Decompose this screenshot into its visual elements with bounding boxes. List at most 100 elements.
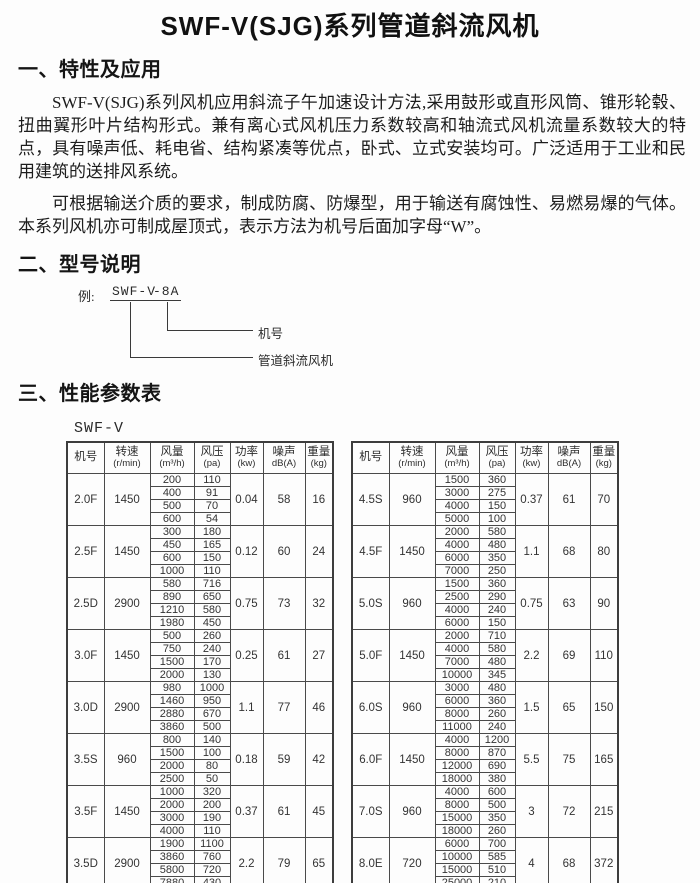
flow-cell: 15000 (434, 863, 480, 877)
table-row: 5.0S 960 1500 360 0.75 63 90 (351, 577, 619, 630)
model-example-label: 例: (78, 289, 95, 304)
table-row: 2.5F 1450 300 180 0.12 60 24 (66, 525, 334, 578)
features-paragraph-1: SWF-V(SJG)系列风机应用斜流子午加速设计方法,采用鼓形或直形风筒、锥形轮… (18, 93, 686, 181)
weight-cell: 372 (589, 837, 619, 883)
model-cell: 4.5S (351, 473, 390, 526)
weight-cell: 150 (589, 681, 619, 734)
table-row: 4000 150 (352, 499, 618, 513)
model-cell: 2.5F (66, 525, 105, 578)
pressure-cell: 100 (478, 512, 516, 526)
flow-cell: 5000 (434, 512, 480, 526)
speed-cell: 960 (388, 577, 436, 630)
header-speed: 转速 (r/min) (103, 441, 151, 474)
model-cell: 6.0S (351, 681, 390, 734)
table-row: 6.0F 1450 4000 1200 5.5 75 165 (351, 733, 619, 786)
flow-cell: 8000 (434, 798, 480, 812)
flow-cell: 4000 (434, 538, 480, 552)
weight-cell: 46 (304, 681, 334, 734)
flow-cell: 6000 (434, 694, 480, 708)
pressure-cell: 130 (193, 668, 231, 682)
speed-cell: 1450 (103, 525, 151, 578)
flow-cell: 4000 (434, 603, 480, 617)
model-cell: 3.0D (66, 681, 105, 734)
flow-cell: 2500 (149, 772, 195, 786)
flow-cell: 2000 (434, 629, 480, 643)
table-row: 3.5F 1450 1000 320 0.37 61 45 (66, 785, 334, 838)
table-row: 890 650 (67, 590, 333, 604)
table-row: 2.5D 2900 580 716 0.75 73 32 (66, 577, 334, 630)
flow-cell: 1500 (149, 655, 195, 669)
flow-cell: 3000 (149, 811, 195, 825)
pressure-cell: 360 (478, 694, 516, 708)
table-row: 3.0D 2900 980 1000 1.1 77 46 (66, 681, 334, 734)
pressure-cell: 760 (193, 850, 231, 864)
table-row: 4000 480 (352, 538, 618, 552)
pressure-cell: 100 (193, 746, 231, 760)
header-power: 功率 (kw) (229, 441, 264, 474)
table-row: 6000 360 (352, 694, 618, 708)
flow-cell: 3000 (434, 681, 480, 695)
table-row: 3.0F 1450 500 260 0.25 61 27 (66, 629, 334, 682)
flow-cell: 25000 (434, 876, 480, 883)
flow-cell: 580 (149, 577, 195, 591)
header-model: 机号 (66, 441, 105, 474)
pressure-cell: 91 (193, 486, 231, 500)
weight-cell: 42 (304, 733, 334, 786)
weight-cell: 215 (589, 785, 619, 838)
flow-cell: 8000 (434, 707, 480, 721)
weight-cell: 27 (304, 629, 334, 682)
noise-cell: 65 (547, 681, 591, 734)
speed-cell: 1450 (103, 629, 151, 682)
pressure-cell: 250 (478, 564, 516, 578)
pressure-cell: 240 (478, 720, 516, 734)
header-flow: 风量 (m³/h) (149, 441, 195, 474)
power-cell: 4 (514, 837, 549, 883)
flow-cell: 2880 (149, 707, 195, 721)
flow-cell: 3000 (434, 486, 480, 500)
power-cell: 1.5 (514, 681, 549, 734)
flow-cell: 4000 (149, 824, 195, 838)
table-row: 8.0E 720 6000 700 4 68 372 (351, 837, 619, 883)
noise-cell: 69 (547, 629, 591, 682)
table-row: 4000 110 (67, 824, 333, 838)
section-model-heading: 二、型号说明 (18, 254, 141, 276)
flow-cell: 12000 (434, 759, 480, 773)
pressure-cell: 150 (478, 616, 516, 630)
header-power: 功率 (kw) (514, 441, 549, 474)
noise-cell: 58 (262, 473, 306, 526)
model-cell: 3.0F (66, 629, 105, 682)
noise-cell: 61 (262, 629, 306, 682)
pressure-cell: 110 (193, 564, 231, 578)
header-weight: 重量 (kg) (589, 441, 619, 474)
speed-cell: 960 (388, 473, 436, 526)
pressure-cell: 585 (478, 850, 516, 864)
pressure-cell: 150 (193, 551, 231, 565)
pressure-cell: 600 (478, 785, 516, 799)
flow-cell: 6000 (434, 837, 480, 851)
speed-cell: 1450 (388, 629, 436, 682)
table-row: 6000 150 (352, 616, 618, 630)
flow-cell: 1500 (434, 577, 480, 591)
power-cell: 0.37 (229, 785, 264, 838)
pressure-cell: 670 (193, 707, 231, 721)
pressure-cell: 580 (478, 642, 516, 656)
pressure-cell: 165 (193, 538, 231, 552)
noise-cell: 63 (547, 577, 591, 630)
speed-cell: 1450 (388, 525, 436, 578)
power-cell: 1.1 (229, 681, 264, 734)
table-row: 3000 275 (352, 486, 618, 500)
flow-cell: 1460 (149, 694, 195, 708)
flow-cell: 10000 (434, 850, 480, 864)
pressure-cell: 510 (478, 863, 516, 877)
table-row: 4.5S 960 1500 360 0.37 61 70 (351, 473, 619, 526)
flow-cell: 1000 (149, 564, 195, 578)
weight-cell: 65 (304, 837, 334, 883)
table-row: 25000 210 (352, 876, 618, 883)
power-cell: 2.2 (229, 837, 264, 883)
pressure-cell: 360 (478, 577, 516, 591)
flow-cell: 600 (149, 551, 195, 565)
noise-cell: 59 (262, 733, 306, 786)
table-row: 2880 670 (67, 707, 333, 721)
flow-cell: 2000 (434, 525, 480, 539)
pressure-cell: 200 (193, 798, 231, 812)
